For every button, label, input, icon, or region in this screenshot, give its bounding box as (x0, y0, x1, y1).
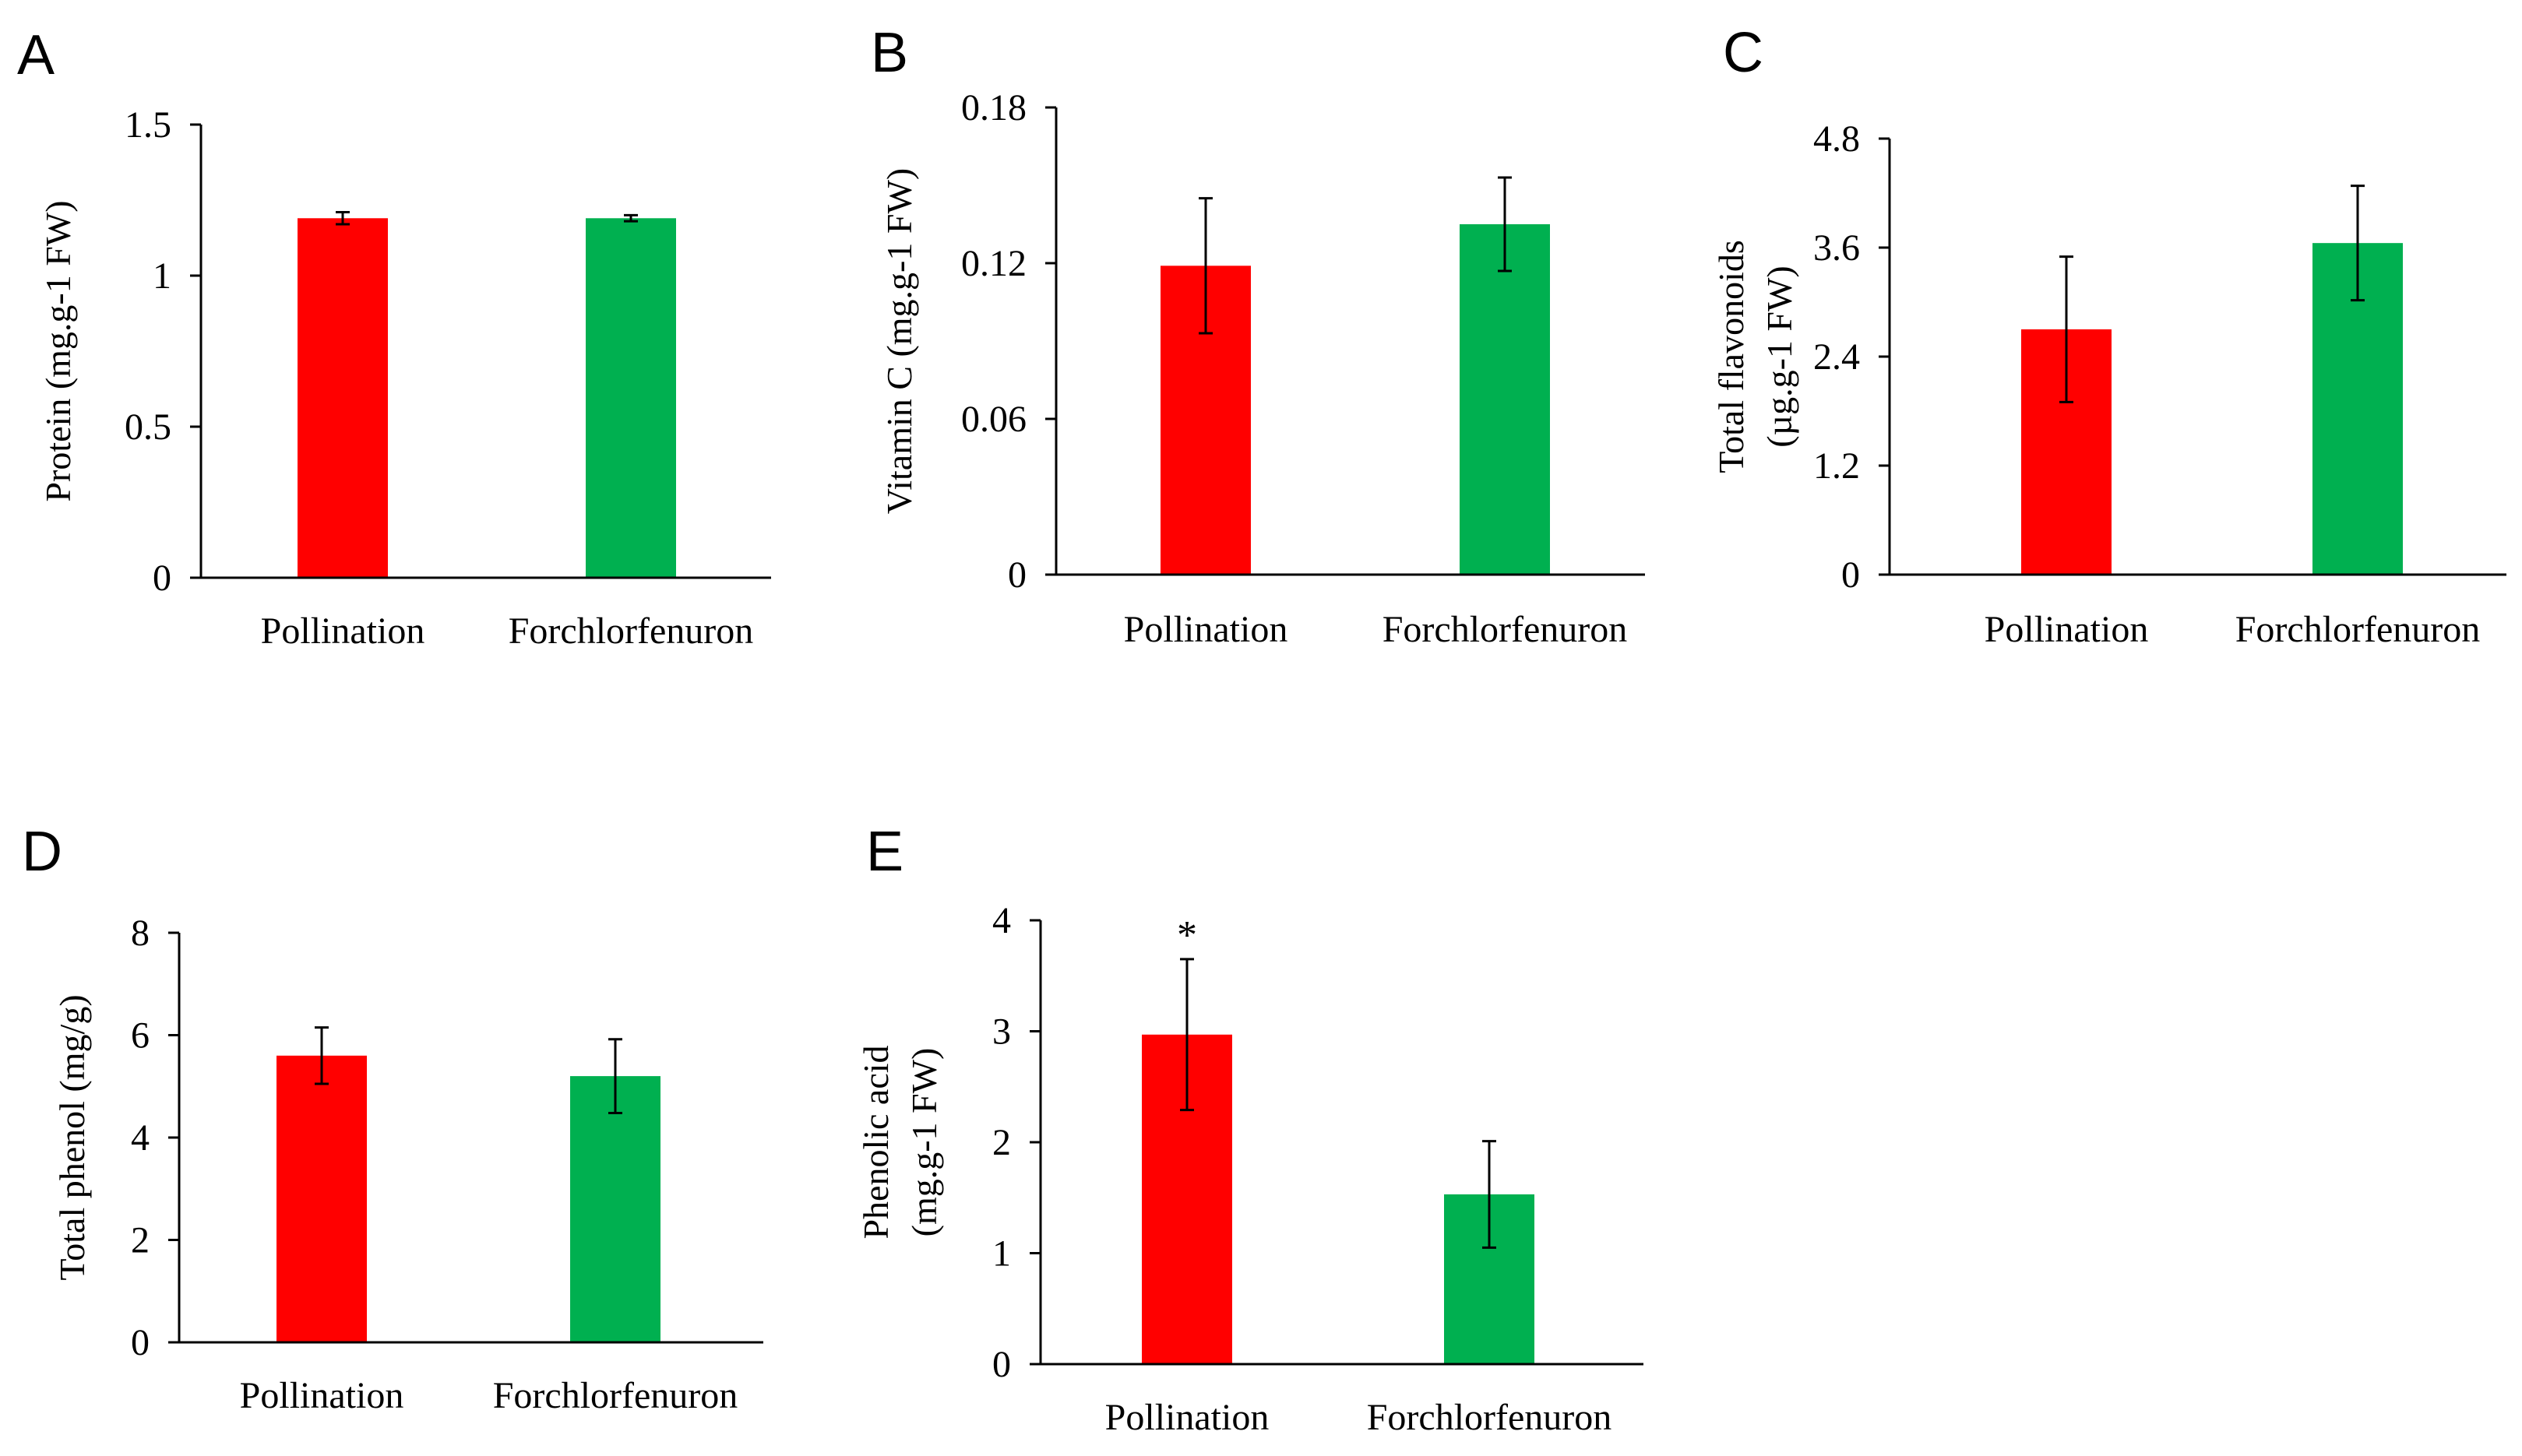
y-tick-label: 0 (992, 1344, 1011, 1385)
y-axis-title: Phenolic acid (856, 1045, 896, 1239)
x-category-label: Forchlorfenuron (2235, 609, 2481, 650)
panel-letter: B (871, 22, 908, 84)
x-category-label: Forchlorfenuron (1383, 609, 1628, 650)
y-tick-label: 1.5 (125, 104, 171, 146)
panel-letter: E (866, 821, 903, 883)
y-tick-label: 1.2 (1813, 445, 1860, 487)
panel-letter: A (17, 24, 55, 86)
y-tick-label: 0 (1008, 554, 1027, 596)
bar-forchlorfenuron (586, 218, 676, 578)
y-tick-label: 0.18 (961, 87, 1027, 128)
error-bar-forchlorfenuron (624, 213, 638, 223)
x-category-label: Forchlorfenuron (1367, 1397, 1612, 1438)
error-bar-forchlorfenuron (608, 1038, 622, 1114)
error-bar-pollination (336, 211, 350, 226)
y-axis-title: (µg.g-1 FW) (1759, 266, 1799, 447)
error-bar-forchlorfenuron (1498, 176, 1512, 273)
y-axis-title: Total phenol (mg/g) (52, 994, 92, 1280)
panel-letter: C (1723, 22, 1763, 84)
x-category-label: Pollination (240, 1375, 404, 1416)
bar-forchlorfenuron (570, 1076, 660, 1342)
y-tick-label: 2 (992, 1122, 1011, 1163)
y-axis-title: Total flavonoids (1711, 240, 1751, 473)
error-bar-forchlorfenuron (1482, 1140, 1496, 1249)
chart-panel-e: E * 0 1 2 3 4 Pollination Forchlorfenuron Phenoli… (856, 821, 1643, 1438)
y-tick-label: 0 (131, 1322, 150, 1363)
y-axis-title: Protein (mg.g-1 FW) (38, 200, 78, 501)
chart-panel-d: D 0 2 4 6 8 Pollination Forchlorfenuron Total ph… (22, 821, 763, 1416)
y-tick-label: 2 (131, 1220, 150, 1261)
y-tick-label: 0 (1841, 554, 1860, 596)
y-tick-label: 0.5 (125, 406, 171, 448)
error-bar-forchlorfenuron (2351, 185, 2365, 302)
y-tick-label: 2.4 (1813, 336, 1860, 378)
x-category-label: Pollination (1124, 609, 1288, 650)
chart-panel-b: B 0 0.06 0.12 0.18 Pollination Forchlorfenuron… (871, 22, 1645, 650)
error-bar-pollination (315, 1026, 329, 1085)
y-tick-label: 0 (153, 557, 171, 599)
chart-panel-c: C 0 1.2 2.4 3.6 4.8 Pollination Forchlorfenuron… (1711, 22, 2506, 650)
bar-pollination (298, 218, 388, 578)
y-tick-label: 1 (992, 1233, 1011, 1275)
y-tick-label: 4 (131, 1117, 150, 1159)
y-tick-label: 8 (131, 913, 150, 954)
y-axis-title: (mg.g-1 FW) (904, 1048, 944, 1237)
y-axis-title: Vitamin C (mg.g-1 FW) (879, 168, 919, 514)
x-category-label: Forchlorfenuron (509, 610, 754, 652)
bar-pollination (277, 1055, 367, 1342)
y-tick-label: 3 (992, 1011, 1011, 1053)
y-tick-label: 3.6 (1813, 227, 1860, 269)
error-bar-pollination (1199, 197, 1213, 335)
y-tick-label: 4.8 (1813, 118, 1860, 160)
y-tick-label: 0.06 (961, 399, 1027, 440)
y-tick-label: 1 (153, 255, 171, 297)
significance-marker: * (1177, 913, 1197, 958)
bar-forchlorfenuron (1460, 224, 1550, 575)
x-category-label: Pollination (1105, 1397, 1270, 1438)
y-tick-label: 0.12 (961, 243, 1027, 284)
error-bar-pollination (1180, 958, 1194, 1112)
x-category-label: Pollination (1985, 609, 2149, 650)
x-category-label: Forchlorfenuron (493, 1375, 738, 1416)
chart-panel-a: A 0 0.5 1 1.5 Pollination Forchlorfenuron Prote… (17, 24, 771, 652)
panel-letter: D (22, 821, 62, 883)
error-bar-pollination (2059, 255, 2073, 403)
y-tick-label: 4 (992, 900, 1011, 941)
x-category-label: Pollination (261, 610, 425, 652)
y-tick-label: 6 (131, 1015, 150, 1057)
